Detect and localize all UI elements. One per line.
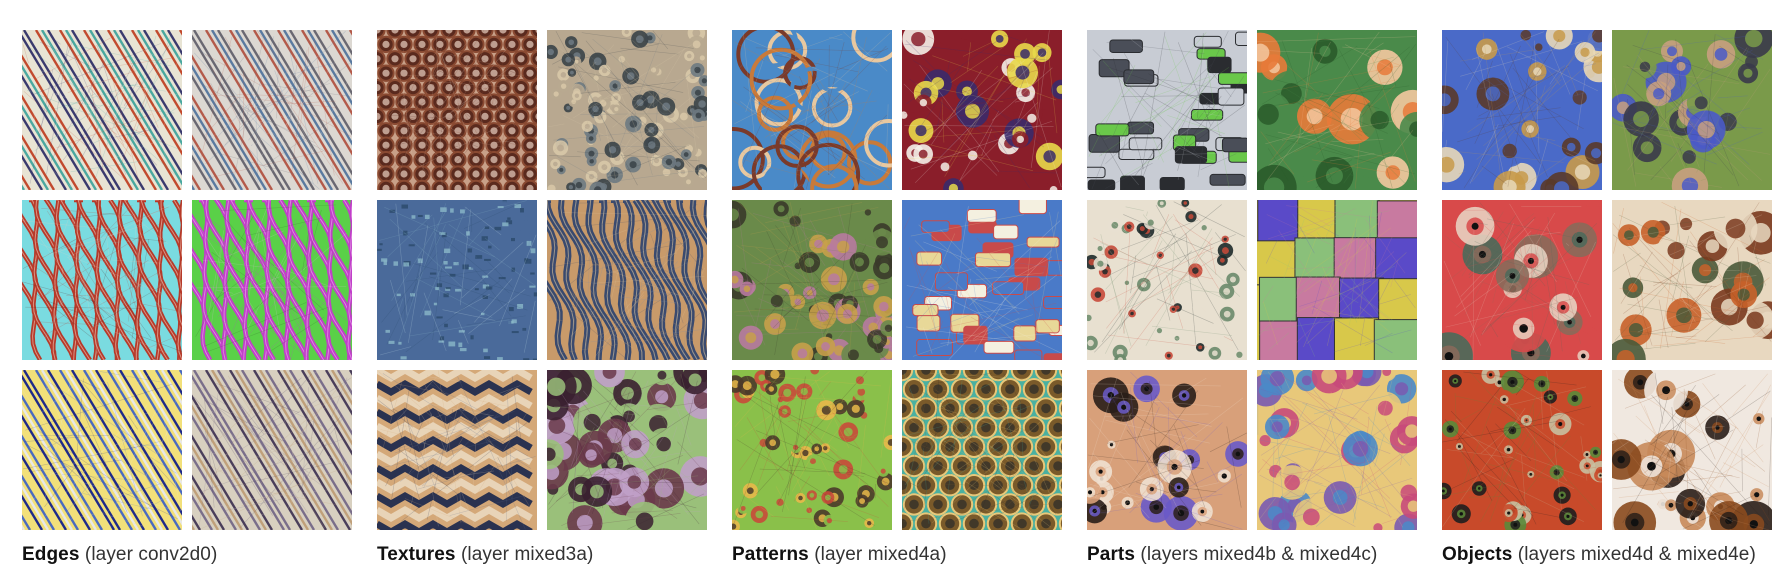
patterns-flower-dots-image	[902, 30, 1062, 190]
objects-green-spiders	[1442, 370, 1602, 530]
parts-bead-chains	[1087, 200, 1247, 360]
textures-navy-tan-zigzag	[377, 370, 537, 530]
objects-towers-image	[1442, 30, 1602, 190]
patterns-flower-dots	[902, 30, 1062, 190]
edges-diagonal-rainbow-stripes	[22, 30, 182, 190]
textures-blue-ridges-image	[547, 200, 707, 360]
objects-faces-eyes-image	[1442, 200, 1602, 360]
patterns-hex-cells-image	[902, 370, 1062, 530]
group-edges: Edges (layer conv2d0)	[22, 30, 352, 565]
parts-fabric-patches	[1257, 200, 1417, 360]
patterns-bubble-cluster	[732, 200, 892, 360]
parts-orange-flowers-image	[1257, 30, 1417, 190]
caption-subtitle: (layer mixed3a)	[460, 544, 594, 565]
caption-patterns: Patterns (layer mixed4a)	[732, 544, 947, 566]
edges-red-cyan-waves-image	[22, 200, 182, 360]
textures-brown-mesh-image	[377, 30, 537, 190]
group-patterns: Patterns (layer mixed4a)	[732, 30, 1062, 565]
parts-glass-spheres-image	[1257, 370, 1417, 530]
objects-legs-shorts-image	[1612, 30, 1772, 190]
textures-blue-ridges	[547, 200, 707, 360]
parts-glass-spheres	[1257, 370, 1417, 530]
caption-subtitle: (layers mixed4b & mixed4c)	[1140, 544, 1378, 565]
feature-visualization-figure: Edges (layer conv2d0) Textures (layer mi…	[22, 30, 1772, 570]
objects-legs-shorts	[1612, 30, 1772, 190]
patterns-paper-labels-image	[902, 200, 1062, 360]
caption-textures: Textures (layer mixed3a)	[377, 544, 593, 566]
parts-gadget-buttons-image	[1087, 30, 1247, 190]
objects-dog-faces-image	[1612, 370, 1772, 530]
textures-grey-bumps	[547, 30, 707, 190]
textures-brown-mesh	[377, 30, 537, 190]
patterns-bubble-cluster-image	[732, 200, 892, 360]
parts-animal-noses-image	[1087, 370, 1247, 530]
caption-subtitle: (layers mixed4d & mixed4e)	[1517, 544, 1756, 565]
textures-pale-blue-speckle-image	[377, 200, 537, 360]
edges-diagonal-rainbow-stripes-image	[22, 30, 182, 190]
edges-blue-yellow-stripes-image	[22, 370, 182, 530]
objects-food-bowls-image	[1612, 200, 1772, 360]
tile-grid	[732, 30, 1062, 530]
objects-towers	[1442, 30, 1602, 190]
caption-parts: Parts (layers mixed4b & mixed4c)	[1087, 544, 1377, 566]
caption-title: Objects	[1442, 544, 1513, 565]
caption-title: Textures	[377, 544, 456, 565]
objects-green-spiders-image	[1442, 370, 1602, 530]
group-textures: Textures (layer mixed3a)	[377, 30, 707, 565]
patterns-eyes-rings-image	[732, 370, 892, 530]
tile-grid	[22, 30, 352, 530]
tile-grid	[1442, 30, 1772, 530]
parts-orange-flowers	[1257, 30, 1417, 190]
patterns-eyes-rings	[732, 370, 892, 530]
caption-subtitle: (layer mixed4a)	[814, 544, 947, 565]
textures-pale-blue-speckle	[377, 200, 537, 360]
textures-multicolor-blur	[547, 370, 707, 530]
objects-faces-eyes	[1442, 200, 1602, 360]
objects-food-bowls	[1612, 200, 1772, 360]
patterns-hex-cells	[902, 370, 1062, 530]
caption-edges: Edges (layer conv2d0)	[22, 544, 217, 566]
edges-fine-grey-stripes-image	[192, 30, 352, 190]
edges-fine-grey-stripes	[192, 30, 352, 190]
edges-blue-yellow-stripes	[22, 370, 182, 530]
group-objects: Objects (layers mixed4d & mixed4e)	[1442, 30, 1772, 565]
tile-grid	[1087, 30, 1417, 530]
textures-grey-bumps-image	[547, 30, 707, 190]
textures-multicolor-blur-image	[547, 370, 707, 530]
edges-magenta-green-waves-image	[192, 200, 352, 360]
textures-navy-tan-zigzag-image	[377, 370, 537, 530]
edges-magenta-green-waves	[192, 200, 352, 360]
objects-dog-faces	[1612, 370, 1772, 530]
patterns-paper-labels	[902, 200, 1062, 360]
patterns-woven-loops	[732, 30, 892, 190]
patterns-woven-loops-image	[732, 30, 892, 190]
caption-objects: Objects (layers mixed4d & mixed4e)	[1442, 544, 1756, 566]
parts-gadget-buttons	[1087, 30, 1247, 190]
caption-title: Parts	[1087, 544, 1136, 565]
caption-title: Patterns	[732, 544, 809, 565]
edges-grey-purple-stripes-image	[192, 370, 352, 530]
caption-subtitle: (layer conv2d0)	[84, 544, 218, 565]
edges-grey-purple-stripes	[192, 370, 352, 530]
parts-bead-chains-image	[1087, 200, 1247, 360]
group-parts: Parts (layers mixed4b & mixed4c)	[1087, 30, 1417, 565]
tile-grid	[377, 30, 707, 530]
edges-red-cyan-waves	[22, 200, 182, 360]
caption-title: Edges	[22, 544, 80, 565]
parts-fabric-patches-image	[1257, 200, 1417, 360]
parts-animal-noses	[1087, 370, 1247, 530]
